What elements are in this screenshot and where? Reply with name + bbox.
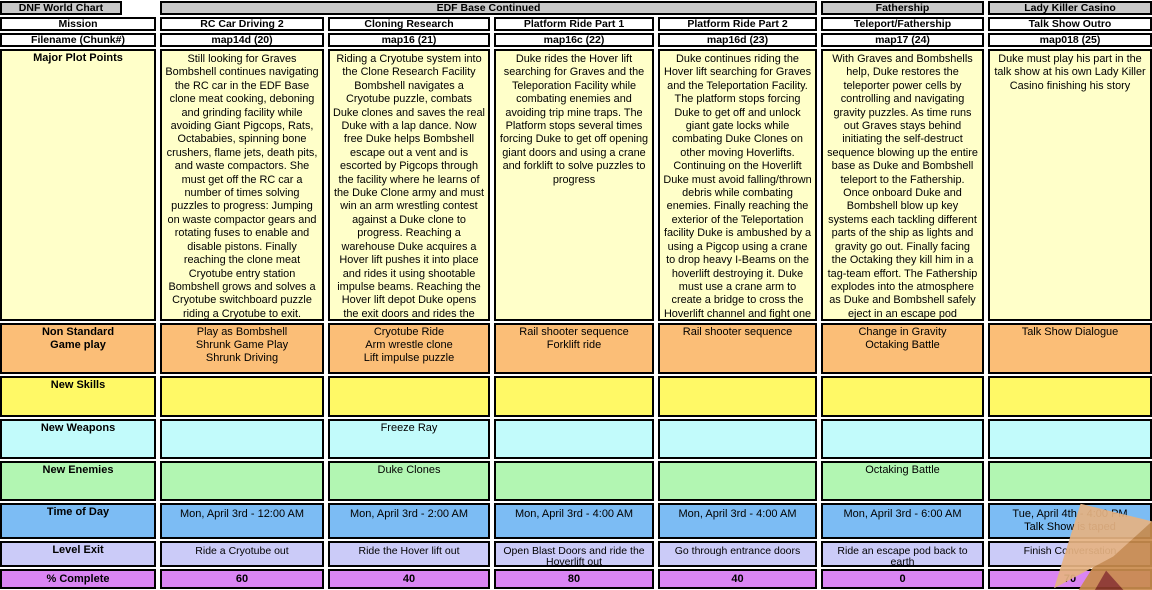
gameplay-col3: Rail shooter sequence Forklift ride [494, 323, 654, 374]
time-col3: Mon, April 3rd - 4:00 AM [494, 503, 654, 539]
filename-col1: map14d (20) [160, 33, 324, 47]
filename-col4: map16d (23) [658, 33, 817, 47]
group-header-edf-base-continued: EDF Base Continued [160, 1, 817, 15]
complete-col3: 80 [494, 569, 654, 589]
weapons-col3 [494, 419, 654, 459]
group-header-lady-killer-casino: Lady Killer Casino [988, 1, 1152, 15]
skills-col6 [988, 376, 1152, 417]
complete-col1: 60 [160, 569, 324, 589]
mission-col3: Platform Ride Part 1 [494, 17, 654, 31]
filename-col5: map17 (24) [821, 33, 984, 47]
gameplay-col5: Change in Gravity Octaking Battle [821, 323, 984, 374]
enemies-col4 [658, 461, 817, 501]
exit-col1: Ride a Cryotube out [160, 541, 324, 567]
mission-col5: Teleport/Fathership [821, 17, 984, 31]
filename-col3: map16c (22) [494, 33, 654, 47]
row-label-new-weapons: New Weapons [0, 419, 156, 459]
enemies-col3 [494, 461, 654, 501]
row-label-non-standard-gameplay: Non Standard Game play [0, 323, 156, 374]
complete-col6: 70 [988, 569, 1152, 589]
row-label-percent-complete: % Complete [0, 569, 156, 589]
row-label-time-of-day: Time of Day [0, 503, 156, 539]
weapons-col5 [821, 419, 984, 459]
group-header-fathership: Fathership [821, 1, 984, 15]
plot-col1: Still looking for Graves Bombshell conti… [160, 49, 324, 321]
enemies-col5: Octaking Battle [821, 461, 984, 501]
row-label-new-skills: New Skills [0, 376, 156, 417]
gameplay-col1: Play as Bombshell Shrunk Game Play Shrun… [160, 323, 324, 374]
time-col6: Tue, April 4th - 4:00 PM Talk Show is ta… [988, 503, 1152, 539]
weapons-col2: Freeze Ray [328, 419, 490, 459]
gameplay-col2: Cryotube Ride Arm wrestle clone Lift imp… [328, 323, 490, 374]
mission-col6: Talk Show Outro [988, 17, 1152, 31]
complete-col5: 0 [821, 569, 984, 589]
row-label-filename: Filename (Chunk#) [0, 33, 156, 47]
enemies-col6 [988, 461, 1152, 501]
complete-col4: 40 [658, 569, 817, 589]
gameplay-col6: Talk Show Dialogue [988, 323, 1152, 374]
plot-col6: Duke must play his part in the talk show… [988, 49, 1152, 321]
time-col4: Mon, April 3rd - 4:00 AM [658, 503, 817, 539]
weapons-col1 [160, 419, 324, 459]
plot-col2: Riding a Cryotube system into the Clone … [328, 49, 490, 321]
time-col1: Mon, April 3rd - 12:00 AM [160, 503, 324, 539]
enemies-col2: Duke Clones [328, 461, 490, 501]
time-col2: Mon, April 3rd - 2:00 AM [328, 503, 490, 539]
mission-col2: Cloning Research [328, 17, 490, 31]
filename-col2: map16 (21) [328, 33, 490, 47]
weapons-col6 [988, 419, 1152, 459]
row-label-level-exit: Level Exit [0, 541, 156, 567]
enemies-col1 [160, 461, 324, 501]
weapons-col4 [658, 419, 817, 459]
row-label-major-plot-points: Major Plot Points [0, 49, 156, 321]
plot-col3: Duke rides the Hover lift searching for … [494, 49, 654, 321]
plot-col5: With Graves and Bombshells help, Duke re… [821, 49, 984, 321]
skills-col1 [160, 376, 324, 417]
mission-col1: RC Car Driving 2 [160, 17, 324, 31]
exit-col4: Go through entrance doors [658, 541, 817, 567]
skills-col2 [328, 376, 490, 417]
chart-title: DNF World Chart [0, 1, 122, 15]
gameplay-col4: Rail shooter sequence [658, 323, 817, 374]
exit-col3: Open Blast Doors and ride the Hoverlift … [494, 541, 654, 567]
time-col5: Mon, April 3rd - 6:00 AM [821, 503, 984, 539]
row-label-new-enemies: New Enemies [0, 461, 156, 501]
exit-col5: Ride an escape pod back to earth [821, 541, 984, 567]
skills-col5 [821, 376, 984, 417]
row-label-mission: Mission [0, 17, 156, 31]
skills-col3 [494, 376, 654, 417]
skills-col4 [658, 376, 817, 417]
plot-col4: Duke continues riding the Hover lift sea… [658, 49, 817, 321]
mission-col4: Platform Ride Part 2 [658, 17, 817, 31]
exit-col2: Ride the Hover lift out [328, 541, 490, 567]
exit-col6: Finish Conversation [988, 541, 1152, 567]
filename-col6: map018 (25) [988, 33, 1152, 47]
complete-col2: 40 [328, 569, 490, 589]
